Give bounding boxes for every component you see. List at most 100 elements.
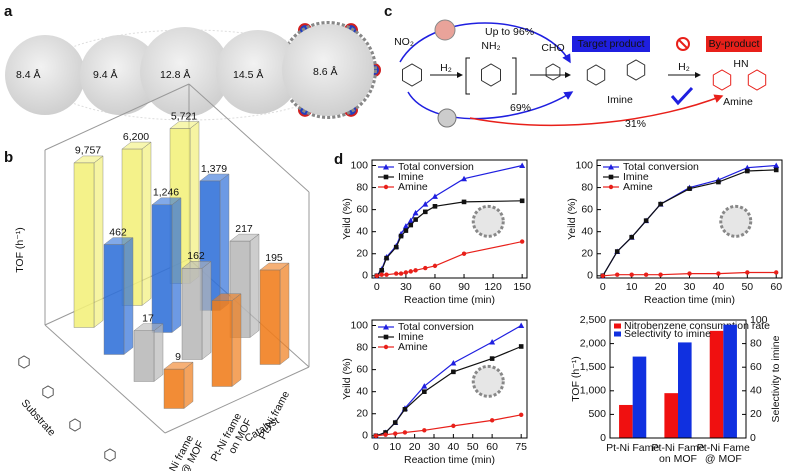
bar (709, 330, 724, 438)
marker (451, 423, 456, 429)
marker (643, 272, 649, 277)
bar-side (201, 260, 212, 360)
marker (422, 209, 428, 215)
marker (422, 201, 429, 207)
value-label: 1,379 (201, 163, 227, 175)
marker (422, 389, 427, 394)
wall-edge (44, 83, 190, 151)
catalyst-icon (434, 19, 456, 41)
marker (519, 198, 525, 204)
series-line (376, 200, 523, 277)
panel-label: a (4, 3, 13, 20)
plot-frame (609, 319, 747, 439)
catalyst-icon (719, 204, 753, 238)
x-tick-label: 50 (741, 281, 753, 293)
x-tick-label: @ MOF (705, 453, 742, 465)
marker (413, 268, 418, 273)
marker (407, 217, 414, 224)
ring (69, 418, 81, 432)
legend-label: Total conversion (398, 161, 474, 173)
bar (73, 162, 95, 328)
value-label: 6,200 (123, 131, 149, 143)
marker (450, 360, 457, 366)
size-label: 9.4 Å (93, 68, 118, 81)
bar (181, 268, 203, 360)
marker (403, 270, 409, 275)
marker (383, 174, 389, 180)
marker (629, 234, 634, 240)
marker (608, 174, 614, 180)
y2-tick-label: 100 (750, 314, 768, 326)
x-tick-label: 0 (373, 441, 379, 453)
value-label: 195 (265, 252, 283, 264)
y-tick-label: 500 (588, 408, 606, 420)
marker (658, 201, 663, 207)
y-tick-label: 100 (575, 159, 593, 171)
marker (402, 430, 408, 435)
marker (773, 167, 779, 173)
bar (163, 368, 185, 409)
y-axis-label: TOF (h⁻¹) (14, 227, 26, 273)
reagent: H₂ (678, 61, 690, 73)
marker (608, 184, 614, 190)
value-label: 462 (109, 226, 127, 238)
yield-label: 31% (625, 118, 646, 130)
y-tick-label: 80 (356, 181, 368, 193)
series-line (376, 241, 523, 277)
y2-axis-label: Selectivity to imine (770, 335, 782, 422)
check (670, 86, 694, 106)
legend-label: Total conversion (623, 161, 699, 173)
marker (383, 430, 388, 435)
legend-swatch (614, 323, 621, 329)
z-axis-label: Substrate (19, 397, 58, 439)
marker (422, 428, 427, 433)
bar-side (219, 173, 230, 311)
marker (379, 272, 384, 277)
ring (626, 59, 646, 81)
marker (489, 339, 496, 345)
box-label: By-product (709, 38, 760, 50)
bar (259, 269, 281, 365)
arrow (399, 22, 571, 64)
marker (413, 217, 418, 222)
byproduct-box (706, 36, 762, 52)
marker (402, 223, 409, 229)
y2-tick-label: 20 (750, 408, 762, 420)
x-tick-label: 30 (428, 441, 440, 453)
pore (140, 27, 230, 117)
x-tick-label: 10 (626, 281, 638, 293)
bar (103, 244, 125, 355)
marker (383, 324, 389, 330)
marker (489, 356, 495, 361)
y-tick-label: 0 (587, 270, 593, 282)
panel-a: 8.4 Å 9.4 Å 12.8 Å 14.5 Å 8.6 Å (5, 24, 374, 121)
pore (5, 35, 85, 115)
ring (481, 63, 501, 87)
marker (461, 251, 467, 256)
x-tick-label: 60 (486, 441, 498, 453)
ring (402, 63, 422, 87)
floor-edge (164, 366, 310, 434)
marker (432, 204, 438, 209)
bar (678, 342, 692, 438)
marker (629, 272, 634, 277)
y-tick-label: 60 (581, 203, 593, 215)
y-tick-label: 2,500 (580, 314, 606, 326)
y2-tick-label: 40 (750, 385, 762, 397)
bar (632, 356, 647, 438)
target-box (572, 36, 650, 52)
pore (216, 30, 300, 114)
ring (545, 63, 561, 81)
arrow (469, 94, 724, 127)
y-tick-label: 0 (600, 432, 606, 444)
y-tick-label: 40 (356, 385, 368, 397)
floor-edge (44, 324, 166, 434)
y-tick-label: 80 (581, 181, 593, 193)
y-tick-label: 60 (356, 363, 368, 375)
marker (716, 271, 721, 276)
marker (600, 273, 605, 278)
value-label: 217 (235, 223, 253, 235)
value-label: 9,757 (75, 145, 101, 157)
ring (18, 355, 30, 369)
marker (383, 184, 389, 190)
